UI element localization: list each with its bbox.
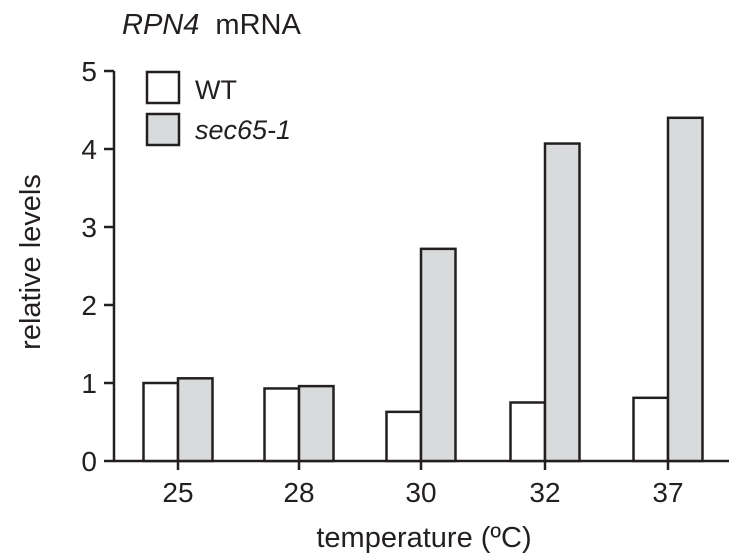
bar-sec65-32 bbox=[543, 142, 581, 463]
x-tick-label: 32 bbox=[529, 477, 560, 508]
x-ticks: 25 28 30 32 37 bbox=[162, 461, 684, 508]
bar-wt-28 bbox=[263, 387, 301, 463]
y-tick-label: 4 bbox=[81, 134, 97, 165]
y-tick-label: 0 bbox=[81, 446, 97, 477]
bar-wt-32 bbox=[509, 401, 547, 463]
bars bbox=[142, 116, 704, 463]
bar-wt-25 bbox=[142, 381, 180, 463]
legend-swatch-sec65 bbox=[145, 112, 181, 147]
y-tick-label: 2 bbox=[81, 290, 97, 321]
x-tick-label: 37 bbox=[652, 477, 683, 508]
legend-swatch-wt bbox=[145, 70, 181, 105]
chart-title-rest: mRNA bbox=[215, 9, 301, 41]
legend-label-sec65: sec65-1 bbox=[195, 115, 291, 145]
x-tick-label: 25 bbox=[162, 477, 193, 508]
legend: WT sec65-1 bbox=[145, 70, 291, 147]
bar-wt-30 bbox=[385, 410, 423, 463]
bar-sec65-37 bbox=[666, 116, 704, 463]
chart-title-gene: RPN4 bbox=[122, 9, 199, 41]
bar-sec65-28 bbox=[297, 384, 335, 463]
bar-sec65-30 bbox=[419, 247, 457, 463]
bar-wt-37 bbox=[632, 396, 670, 463]
y-ticks: 0 1 2 3 4 5 bbox=[81, 56, 114, 477]
x-tick-label: 30 bbox=[405, 477, 436, 508]
y-tick-label: 5 bbox=[81, 56, 97, 87]
chart-title: RPN4 mRNA bbox=[122, 9, 301, 41]
y-tick-label: 1 bbox=[81, 368, 97, 399]
bar-sec65-25 bbox=[176, 377, 214, 463]
legend-label-wt: WT bbox=[195, 75, 237, 105]
x-axis-label: temperature (ºC) bbox=[316, 522, 531, 554]
y-tick-label: 3 bbox=[81, 212, 97, 243]
x-tick-label: 28 bbox=[283, 477, 314, 508]
y-axis-label: relative levels bbox=[15, 174, 47, 350]
